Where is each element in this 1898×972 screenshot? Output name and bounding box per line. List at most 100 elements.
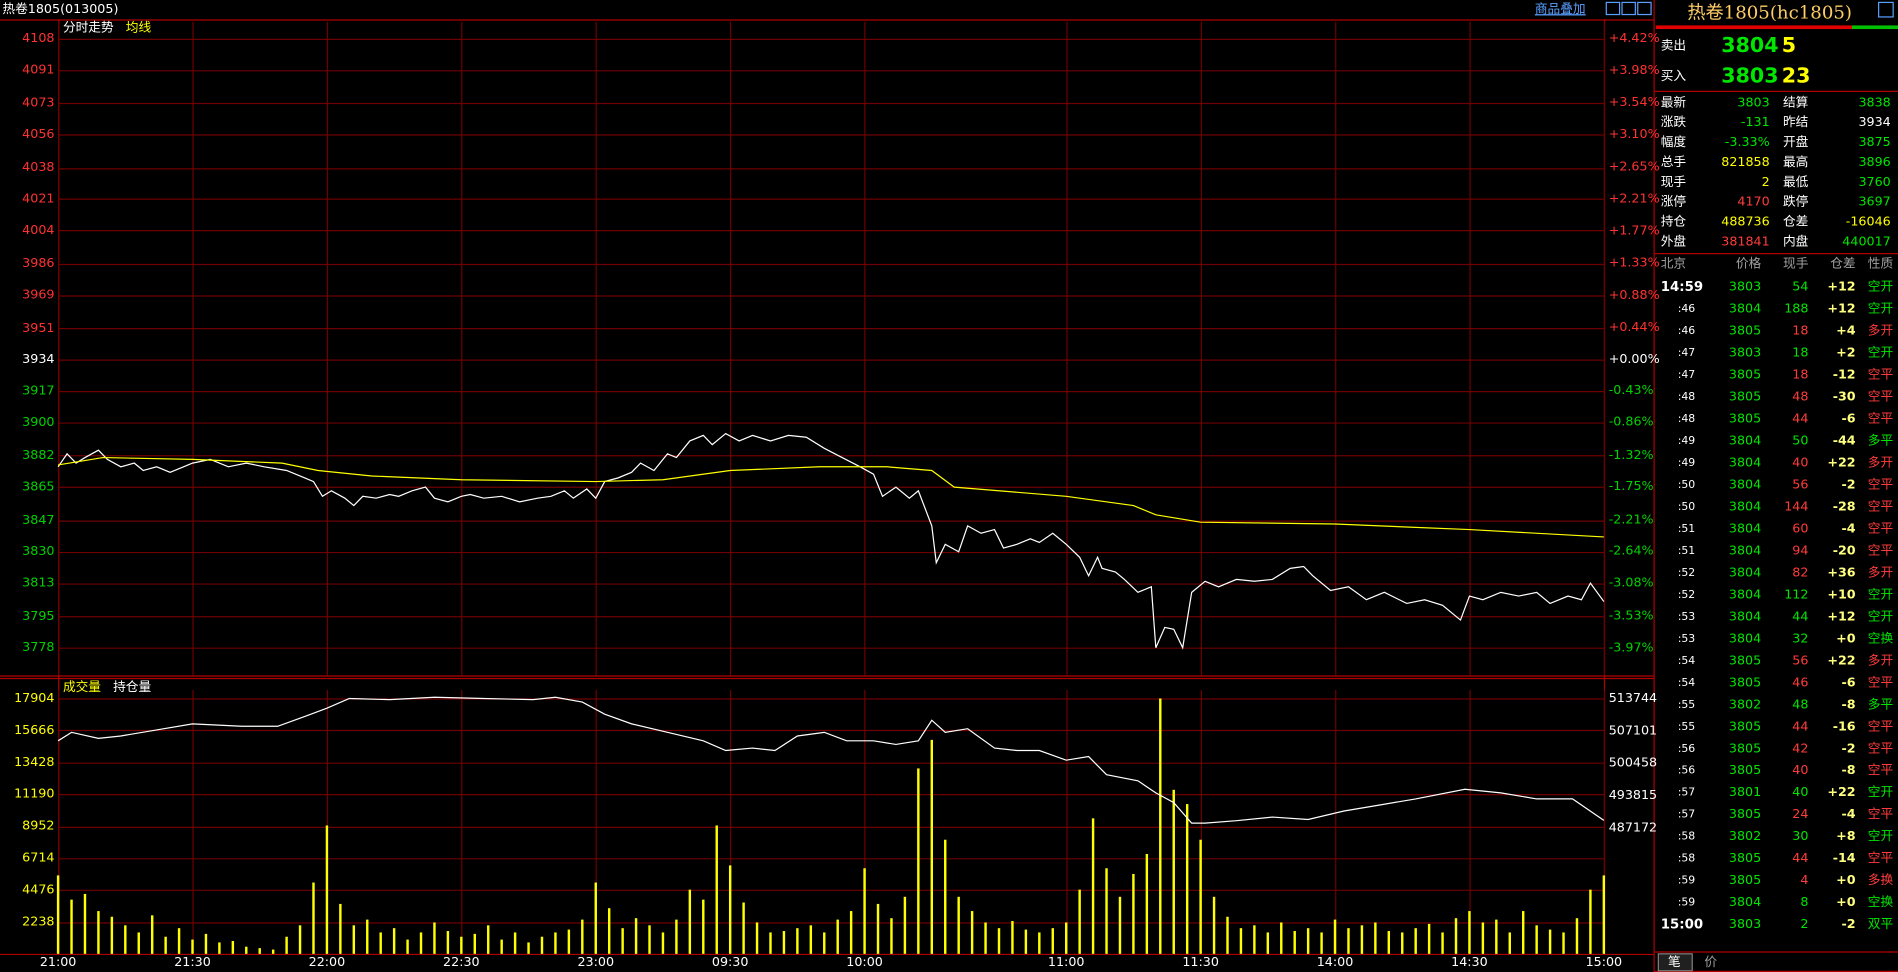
volume-bar xyxy=(1347,928,1350,954)
volume-bar xyxy=(809,925,813,954)
volume-bar xyxy=(245,946,248,954)
trade-cell: 空平 xyxy=(1868,806,1894,821)
volume-bar xyxy=(849,911,853,954)
trade-cell: 3805 xyxy=(1729,762,1761,777)
volume-bar xyxy=(944,839,947,954)
trade-cell: 空平 xyxy=(1868,410,1894,425)
column-header: 北京 xyxy=(1661,255,1686,270)
volume-bar xyxy=(298,925,302,954)
trade-cell: 56 xyxy=(1792,476,1808,491)
stat-value: 3934 xyxy=(1858,114,1890,129)
volume-bar xyxy=(688,889,692,954)
x-tick-label: 14:30 xyxy=(1451,954,1488,969)
trade-cell: 空平 xyxy=(1868,740,1894,755)
trade-cell: -44 xyxy=(1833,432,1856,447)
volume-bar xyxy=(702,899,705,954)
volume-bar xyxy=(1024,929,1028,954)
volume-bar xyxy=(796,928,799,954)
trade-cell: :55 xyxy=(1678,720,1696,733)
volume-bar xyxy=(110,916,114,954)
volume-bar xyxy=(1185,804,1189,954)
stat-value: 381841 xyxy=(1721,233,1769,248)
volume-bar xyxy=(540,936,544,954)
trade-cell: 3801 xyxy=(1729,784,1761,799)
trade-cell: 3803 xyxy=(1729,278,1761,293)
stat-label: 跌停 xyxy=(1783,194,1809,209)
volume-bar xyxy=(1078,889,1081,954)
y2-tick-label: +1.33% xyxy=(1609,254,1660,269)
y-tick-label: 4021 xyxy=(22,191,54,206)
y2-tick-label: -1.32% xyxy=(1609,447,1654,462)
trade-cell: 54 xyxy=(1792,278,1808,293)
y2-tick-label: +0.00% xyxy=(1609,351,1660,366)
volume-bar xyxy=(1387,931,1391,954)
nav-button[interactable] xyxy=(1637,1,1652,16)
trade-cell: 32 xyxy=(1792,630,1808,645)
stat-value: 3803 xyxy=(1737,94,1769,109)
volume-bar xyxy=(1105,868,1108,954)
restore-button[interactable] xyxy=(1878,1,1894,18)
volume-bar xyxy=(755,922,759,954)
trade-cell: :55 xyxy=(1678,698,1696,711)
trade-cell: :59 xyxy=(1678,896,1696,909)
tab[interactable] xyxy=(1657,953,1693,972)
y-tick-label: 6714 xyxy=(22,850,54,865)
volume-bar xyxy=(1441,932,1444,954)
trade-cell: 3803 xyxy=(1729,344,1761,359)
y-tick-label: 8952 xyxy=(22,818,54,833)
y-tick-label: 3795 xyxy=(22,608,54,623)
trade-cell: +36 xyxy=(1827,564,1855,579)
trade-cell: 3805 xyxy=(1729,322,1761,337)
trade-cell: +8 xyxy=(1836,828,1856,843)
volume-bar xyxy=(177,928,181,954)
volume-bar xyxy=(1562,932,1565,954)
x-tick-label: 21:30 xyxy=(174,954,211,969)
trade-cell: :53 xyxy=(1678,632,1696,645)
trade-cell: 多平 xyxy=(1868,432,1894,447)
volume-bar xyxy=(607,908,611,954)
volume-bar xyxy=(366,919,369,954)
volume-bar xyxy=(1011,921,1014,954)
trade-cell: 3805 xyxy=(1729,806,1761,821)
trade-cell: :48 xyxy=(1678,390,1696,403)
volume-bar xyxy=(621,928,624,954)
trade-cell: :50 xyxy=(1678,478,1696,491)
volume-bar xyxy=(634,918,638,954)
y2-tick-label: -0.43% xyxy=(1609,382,1654,397)
stat-value: 488736 xyxy=(1721,213,1769,228)
stat-value: 2 xyxy=(1762,174,1770,189)
trade-cell: +22 xyxy=(1827,784,1855,799)
y2-tick-label: +3.98% xyxy=(1609,62,1660,77)
trade-cell: 空平 xyxy=(1868,498,1894,513)
volume-bar xyxy=(56,875,60,954)
nav-button[interactable] xyxy=(1621,1,1636,16)
stat-label: 持仓 xyxy=(1661,213,1687,228)
y-tick-label: 3900 xyxy=(22,414,54,429)
nav-button[interactable] xyxy=(1605,1,1621,16)
volume-bar xyxy=(1360,925,1364,954)
volume-bar xyxy=(1427,923,1431,954)
trade-cell: -14 xyxy=(1833,850,1856,865)
overlay-link[interactable]: 商品叠加 xyxy=(1535,1,1586,16)
trade-cell: :58 xyxy=(1678,830,1696,843)
stat-value: 3875 xyxy=(1858,134,1890,149)
trade-cell: 56 xyxy=(1792,652,1808,667)
trade-cell: 48 xyxy=(1792,388,1808,403)
y2-tick-label: 507101 xyxy=(1609,722,1657,737)
volume-bar xyxy=(1293,931,1296,954)
trade-cell: :54 xyxy=(1678,676,1696,689)
tab-label[interactable]: 价 xyxy=(1704,954,1717,969)
volume-bar xyxy=(1199,839,1202,954)
volume-bar xyxy=(150,915,154,954)
stat-label: 内盘 xyxy=(1783,233,1809,248)
volume-bar xyxy=(433,922,436,954)
tab-label[interactable]: 笔 xyxy=(1668,954,1681,969)
stat-label: 涨停 xyxy=(1661,194,1687,209)
trade-cell: 空开 xyxy=(1868,784,1894,799)
trade-cell: -8 xyxy=(1842,762,1856,777)
stat-label: 总手 xyxy=(1661,154,1687,169)
trade-cell: +2 xyxy=(1836,344,1855,359)
y2-tick-label: -2.64% xyxy=(1609,543,1654,558)
trade-cell: +0 xyxy=(1836,630,1856,645)
trade-cell: :52 xyxy=(1678,588,1696,601)
